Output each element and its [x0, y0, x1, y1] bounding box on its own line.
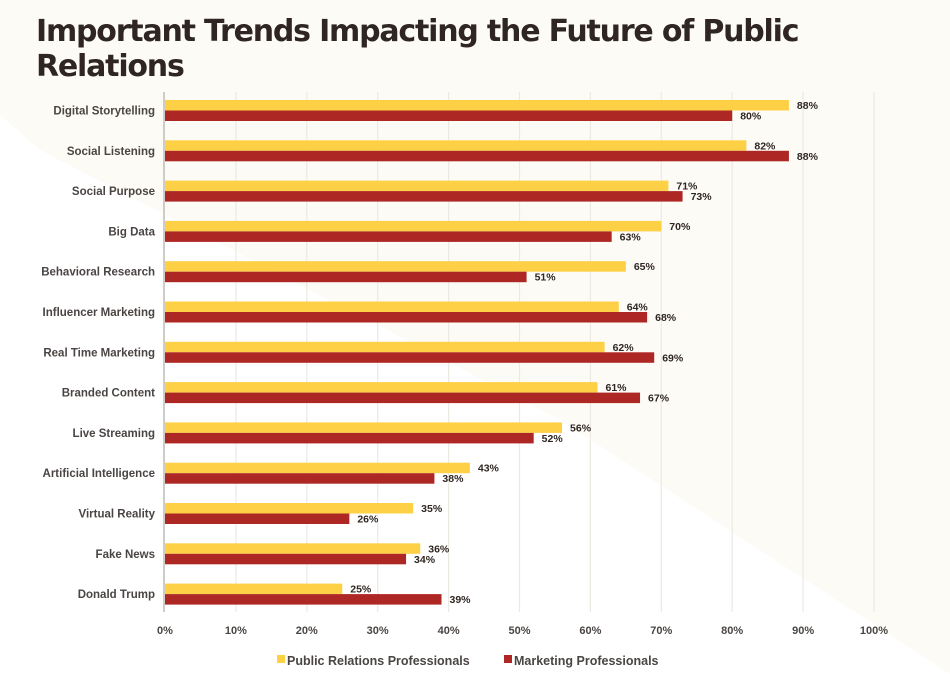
- value-label-marketing-professionals-influencer-marketing: 68%: [655, 312, 677, 324]
- x-tick-label: 40%: [438, 625, 460, 637]
- bars: [165, 100, 789, 605]
- x-tick-label: 100%: [860, 625, 888, 637]
- bar-public-relations-professionals-big-data: [165, 220, 662, 232]
- bar-public-relations-professionals-influencer-marketing: [165, 301, 619, 312]
- chart-title: Important Trends Impacting the Future of…: [36, 14, 800, 84]
- legend-label-public-relations-professionals: Public Relations Professionals: [287, 654, 470, 668]
- value-label-public-relations-professionals-fake-news: 36%: [428, 543, 450, 555]
- category-label-real-time-marketing: Real Time Marketing: [43, 347, 155, 359]
- value-label-public-relations-professionals-live-streaming: 56%: [570, 422, 592, 434]
- value-label-marketing-professionals-donald-trump: 39%: [450, 594, 472, 606]
- category-label-big-data: Big Data: [108, 226, 155, 238]
- bar-marketing-professionals-artificial-intelligence: [165, 473, 435, 484]
- value-label-marketing-professionals-big-data: 63%: [620, 231, 642, 243]
- value-label-public-relations-professionals-real-time-marketing: 62%: [613, 342, 635, 354]
- bar-public-relations-professionals-branded-content: [165, 382, 598, 393]
- x-tick-label: 50%: [508, 625, 530, 637]
- bar-marketing-professionals-live-streaming: [165, 432, 534, 444]
- bar-marketing-professionals-social-listening: [165, 150, 789, 162]
- bar-marketing-professionals-branded-content: [165, 392, 641, 404]
- value-label-marketing-professionals-fake-news: 34%: [414, 554, 436, 566]
- bar-public-relations-professionals-fake-news: [165, 543, 421, 554]
- bar-marketing-professionals-big-data: [165, 231, 612, 242]
- x-tick-label: 10%: [225, 625, 247, 637]
- value-labels: 88% 80% 82% 88% 71%73% 70% 63% 65% 51% 64% 68% 62% 6…: [350, 100, 818, 606]
- bar-public-relations-professionals-digital-storytelling: [165, 100, 789, 111]
- legend-swatch-public-relations-professionals: [277, 655, 285, 663]
- value-label-marketing-professionals-behavioral-research: 51%: [535, 272, 557, 284]
- value-label-public-relations-professionals-artificial-intelligence: 43%: [478, 463, 500, 475]
- bar-marketing-professionals-digital-storytelling: [165, 110, 733, 121]
- bar-public-relations-professionals-donald-trump: [165, 583, 343, 595]
- category-labels: Digital Storytelling Social Listening Soci…: [41, 106, 155, 602]
- category-label-donald-trump: Donald Trump: [78, 589, 155, 601]
- bar-public-relations-professionals-social-listening: [165, 140, 747, 151]
- bar-public-relations-professionals-live-streaming: [165, 422, 563, 433]
- x-tick-label: 0%: [157, 625, 173, 637]
- value-label-public-relations-professionals-social-listening: 82%: [754, 140, 776, 152]
- value-label-public-relations-professionals-digital-storytelling: 88%: [797, 100, 819, 112]
- bar-marketing-professionals-donald-trump: [165, 594, 442, 605]
- x-axis-ticks: 0% 10% 20% 30% 40% 50% 60% 70% 80% 90% 100%: [157, 625, 888, 637]
- value-label-public-relations-professionals-donald-trump: 25%: [350, 584, 372, 596]
- bar-marketing-professionals-social-purpose: [165, 191, 683, 202]
- category-label-virtual-reality: Virtual Reality: [79, 509, 156, 521]
- x-tick-label: 80%: [721, 625, 743, 637]
- bar-marketing-professionals-real-time-marketing: [165, 352, 655, 363]
- category-label-artificial-intelligence: Artificial Intelligence: [43, 468, 155, 480]
- category-label-social-purpose: Social Purpose: [72, 186, 155, 198]
- value-label-public-relations-professionals-influencer-marketing: 64%: [627, 302, 649, 314]
- value-label-public-relations-professionals-big-data: 70%: [669, 221, 691, 233]
- value-label-public-relations-professionals-social-purpose: 71%: [676, 181, 698, 193]
- bar-public-relations-professionals-artificial-intelligence: [165, 462, 470, 474]
- value-label-marketing-professionals-social-listening: 88%: [797, 151, 819, 163]
- value-label-marketing-professionals-real-time-marketing: 69%: [662, 352, 684, 364]
- bar-public-relations-professionals-real-time-marketing: [165, 341, 605, 353]
- legend: Public Relations Professionals Marketing …: [277, 654, 659, 668]
- bar-public-relations-professionals-social-purpose: [165, 180, 669, 192]
- category-label-branded-content: Branded Content: [62, 388, 155, 400]
- value-label-marketing-professionals-branded-content: 67%: [648, 393, 670, 405]
- x-tick-label: 60%: [579, 625, 601, 637]
- value-label-marketing-professionals-live-streaming: 52%: [542, 433, 564, 445]
- value-label-public-relations-professionals-virtual-reality: 35%: [421, 503, 443, 515]
- bar-public-relations-professionals-behavioral-research: [165, 261, 626, 272]
- x-tick-label: 20%: [296, 625, 318, 637]
- bar-marketing-professionals-fake-news: [165, 553, 407, 565]
- category-label-influencer-marketing: Influencer Marketing: [43, 307, 155, 319]
- value-label-marketing-professionals-digital-storytelling: 80%: [740, 111, 762, 123]
- x-tick-label: 30%: [367, 625, 389, 637]
- category-label-digital-storytelling: Digital Storytelling: [53, 106, 155, 118]
- value-label-marketing-professionals-social-purpose: 73%: [691, 191, 713, 203]
- legend-swatch-marketing-professionals: [504, 655, 512, 663]
- value-label-marketing-professionals-virtual-reality: 26%: [357, 514, 379, 526]
- category-label-social-listening: Social Listening: [67, 146, 155, 158]
- value-label-marketing-professionals-artificial-intelligence: 38%: [442, 473, 464, 485]
- x-tick-label: 90%: [792, 625, 814, 637]
- bar-marketing-professionals-influencer-marketing: [165, 312, 648, 323]
- value-label-public-relations-professionals-branded-content: 61%: [605, 382, 627, 394]
- category-label-fake-news: Fake News: [96, 549, 155, 561]
- value-label-public-relations-professionals-behavioral-research: 65%: [634, 261, 656, 273]
- bar-public-relations-professionals-virtual-reality: [165, 503, 414, 514]
- legend-label-marketing-professionals: Marketing Professionals: [514, 654, 659, 668]
- bar-marketing-professionals-behavioral-research: [165, 271, 527, 283]
- category-label-live-streaming: Live Streaming: [73, 428, 155, 440]
- bar-marketing-professionals-virtual-reality: [165, 513, 350, 524]
- x-tick-label: 70%: [650, 625, 672, 637]
- category-label-behavioral-research: Behavioral Research: [41, 267, 155, 279]
